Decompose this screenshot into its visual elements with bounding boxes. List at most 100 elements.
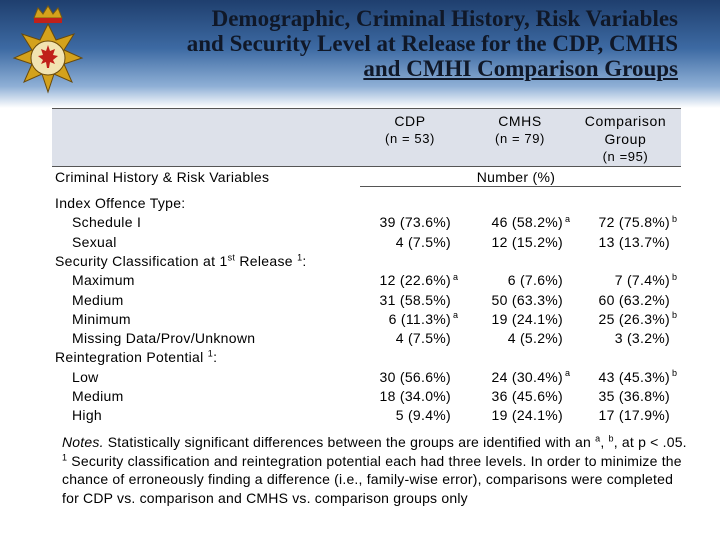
row-label: High	[72, 406, 102, 425]
number-rule	[360, 186, 681, 187]
notes-text: Statistically significant differences be…	[103, 434, 596, 450]
table-notes: Notes. Statistically significant differe…	[62, 433, 692, 507]
label-text: Maximum	[72, 272, 135, 289]
table-cell	[360, 252, 460, 271]
cell-value: 19 (24.1%)	[491, 310, 563, 327]
cell-value: 19 (24.1%)	[491, 407, 563, 424]
table-cell: 60 (63.2%)	[570, 291, 679, 310]
row-label: Sexual	[72, 233, 117, 252]
label-text: :	[213, 349, 218, 366]
table-cell: 13 (13.7%)	[570, 233, 679, 252]
cell-value: 12 (15.2%)	[491, 233, 563, 250]
title-line: Demographic, Criminal History, Risk Vari…	[211, 6, 678, 31]
cell-value: 13 (13.7%)	[598, 233, 670, 250]
label-text: High	[72, 407, 102, 424]
cell-value: 36 (45.6%)	[491, 388, 563, 404]
row-label: Medium	[72, 291, 124, 310]
cell-value: 4 (5.2%)	[507, 330, 563, 347]
table-cell: 17 (17.9%)	[570, 406, 679, 425]
table-cell: 72 (75.8%) b	[598, 213, 678, 231]
cell-value: 6 (7.6%)	[507, 272, 563, 289]
label-text: Low	[72, 368, 99, 385]
table-cell	[570, 252, 679, 271]
row-label: Maximum	[72, 271, 135, 290]
table-cell: 5 (9.4%)	[360, 406, 460, 425]
table-cell: 50 (63.3%)	[470, 291, 572, 310]
table-row: High 5 (9.4%) 19 (24.1%) 17 (17.9%)	[52, 406, 681, 425]
table-cell	[360, 348, 460, 367]
slide-header: Demographic, Criminal History, Risk Vari…	[0, 0, 720, 108]
notes-text: , at p < .05.	[613, 434, 687, 450]
cell-value: 18 (34.0%)	[379, 388, 451, 404]
table-row: Minimum 6 (11.3%) a 19 (24.1%) 25 (26.3%) b	[52, 310, 681, 329]
row-label: Low	[72, 368, 99, 387]
table-row: Index Offence Type:	[52, 194, 681, 213]
notes-mark: b	[608, 433, 614, 444]
table-row: Low 30 (56.6%) 24 (30.4%) a 43 (45.3%) b	[52, 368, 681, 387]
label-text: Reintegration Potential	[55, 349, 208, 366]
row-label: Missing Data/Prov/Unknown	[72, 329, 255, 348]
table-cell: 39 (73.6%)	[360, 213, 460, 232]
notes-text: ,	[600, 434, 609, 450]
cell-value: 30 (56.6%)	[379, 368, 451, 385]
table-cell: 3 (3.2%)	[570, 329, 679, 348]
table-row: Missing Data/Prov/Unknown 4 (7.5%) 4 (5.2%…	[52, 329, 681, 348]
table-top-rule	[52, 108, 681, 109]
row-label: Minimum	[72, 310, 131, 329]
table-header-rule	[52, 166, 681, 167]
row-label: Security Classification at 1st Release 1…	[55, 252, 307, 271]
table-cell: 24 (30.4%) a	[491, 368, 571, 385]
cell-value: 4 (7.5%)	[395, 233, 451, 250]
cell-value: 7 (7.4%)	[614, 272, 670, 289]
table-row: Sexual 4 (7.5%) 12 (15.2%) 13 (13.7%)	[52, 233, 681, 252]
label-text: Minimum	[72, 310, 131, 327]
column-header-cmhs: CMHS (n = 79)	[470, 112, 570, 148]
cell-value: 17 (17.9%)	[598, 407, 670, 424]
cell-value: 24 (30.4%)	[491, 368, 563, 385]
table-cell	[360, 194, 460, 213]
table-row: Schedule I 39 (73.6%) 46 (58.2%) a 72 (75.8%…	[52, 213, 681, 232]
correctional-service-emblem-icon	[12, 5, 84, 94]
table-row: Medium 18 (34.0%) 36 (45.6%) 35 (36.8%)	[52, 387, 681, 406]
notes-text: Security classification and reintegratio…	[62, 452, 682, 506]
cell-value: 35 (36.8%)	[598, 388, 670, 404]
table-row: Medium 31 (58.5%) 50 (63.3%) 60 (63.2%)	[52, 291, 681, 310]
label-superscript: 1	[297, 252, 303, 263]
table-cell: 19 (24.1%)	[470, 310, 572, 329]
cell-value: 25 (26.3%)	[598, 310, 670, 327]
column-header-cdp: CDP (n = 53)	[360, 112, 460, 148]
table-cell	[470, 348, 572, 367]
cell-value: 50 (63.3%)	[491, 291, 563, 308]
label-text: Security Classification at 1	[55, 252, 228, 269]
row-label: Index Offence Type:	[55, 194, 186, 213]
cell-value: 60 (63.2%)	[598, 291, 670, 308]
table-cell: 43 (45.3%) b	[598, 368, 678, 385]
column-n: (n = 79)	[495, 131, 545, 146]
table-row: Security Classification at 1st Release 1…	[52, 252, 681, 271]
results-table: CDP (n = 53) CMHS (n = 79) Comparison Gr…	[52, 108, 681, 428]
table-cell: 7 (7.4%) b	[614, 271, 678, 289]
label-text: Medium	[72, 291, 124, 308]
column-name: Comparison	[584, 113, 667, 129]
cell-value: 43 (45.3%)	[598, 368, 670, 385]
table-cell: 35 (36.8%)	[570, 387, 679, 406]
table-cell	[470, 252, 572, 271]
cell-value: 3 (3.2%)	[614, 330, 670, 347]
section-label: Criminal History & Risk Variables	[55, 169, 270, 185]
cell-value: 39 (73.6%)	[379, 214, 451, 231]
column-n: (n = 53)	[385, 131, 435, 146]
table-cell: 6 (11.3%) a	[388, 310, 459, 327]
label-text: Schedule I	[72, 214, 142, 231]
column-name: CMHS	[498, 113, 542, 129]
table-cell: 25 (26.3%) b	[598, 310, 678, 327]
row-label: Reintegration Potential 1:	[55, 348, 217, 367]
table-cell: 12 (15.2%)	[470, 233, 572, 252]
label-text: Missing Data/Prov/Unknown	[72, 330, 256, 347]
notes-mark: 1	[62, 451, 68, 462]
label-text: :	[302, 252, 307, 269]
table-row: Reintegration Potential 1:	[52, 348, 681, 367]
section-row: Criminal History & Risk Variables Number…	[52, 168, 681, 187]
number-label: Number (%)	[476, 169, 556, 185]
column-header-comparison: Comparison Group (n =95)	[570, 112, 681, 166]
column-n: (n =95)	[602, 149, 649, 164]
